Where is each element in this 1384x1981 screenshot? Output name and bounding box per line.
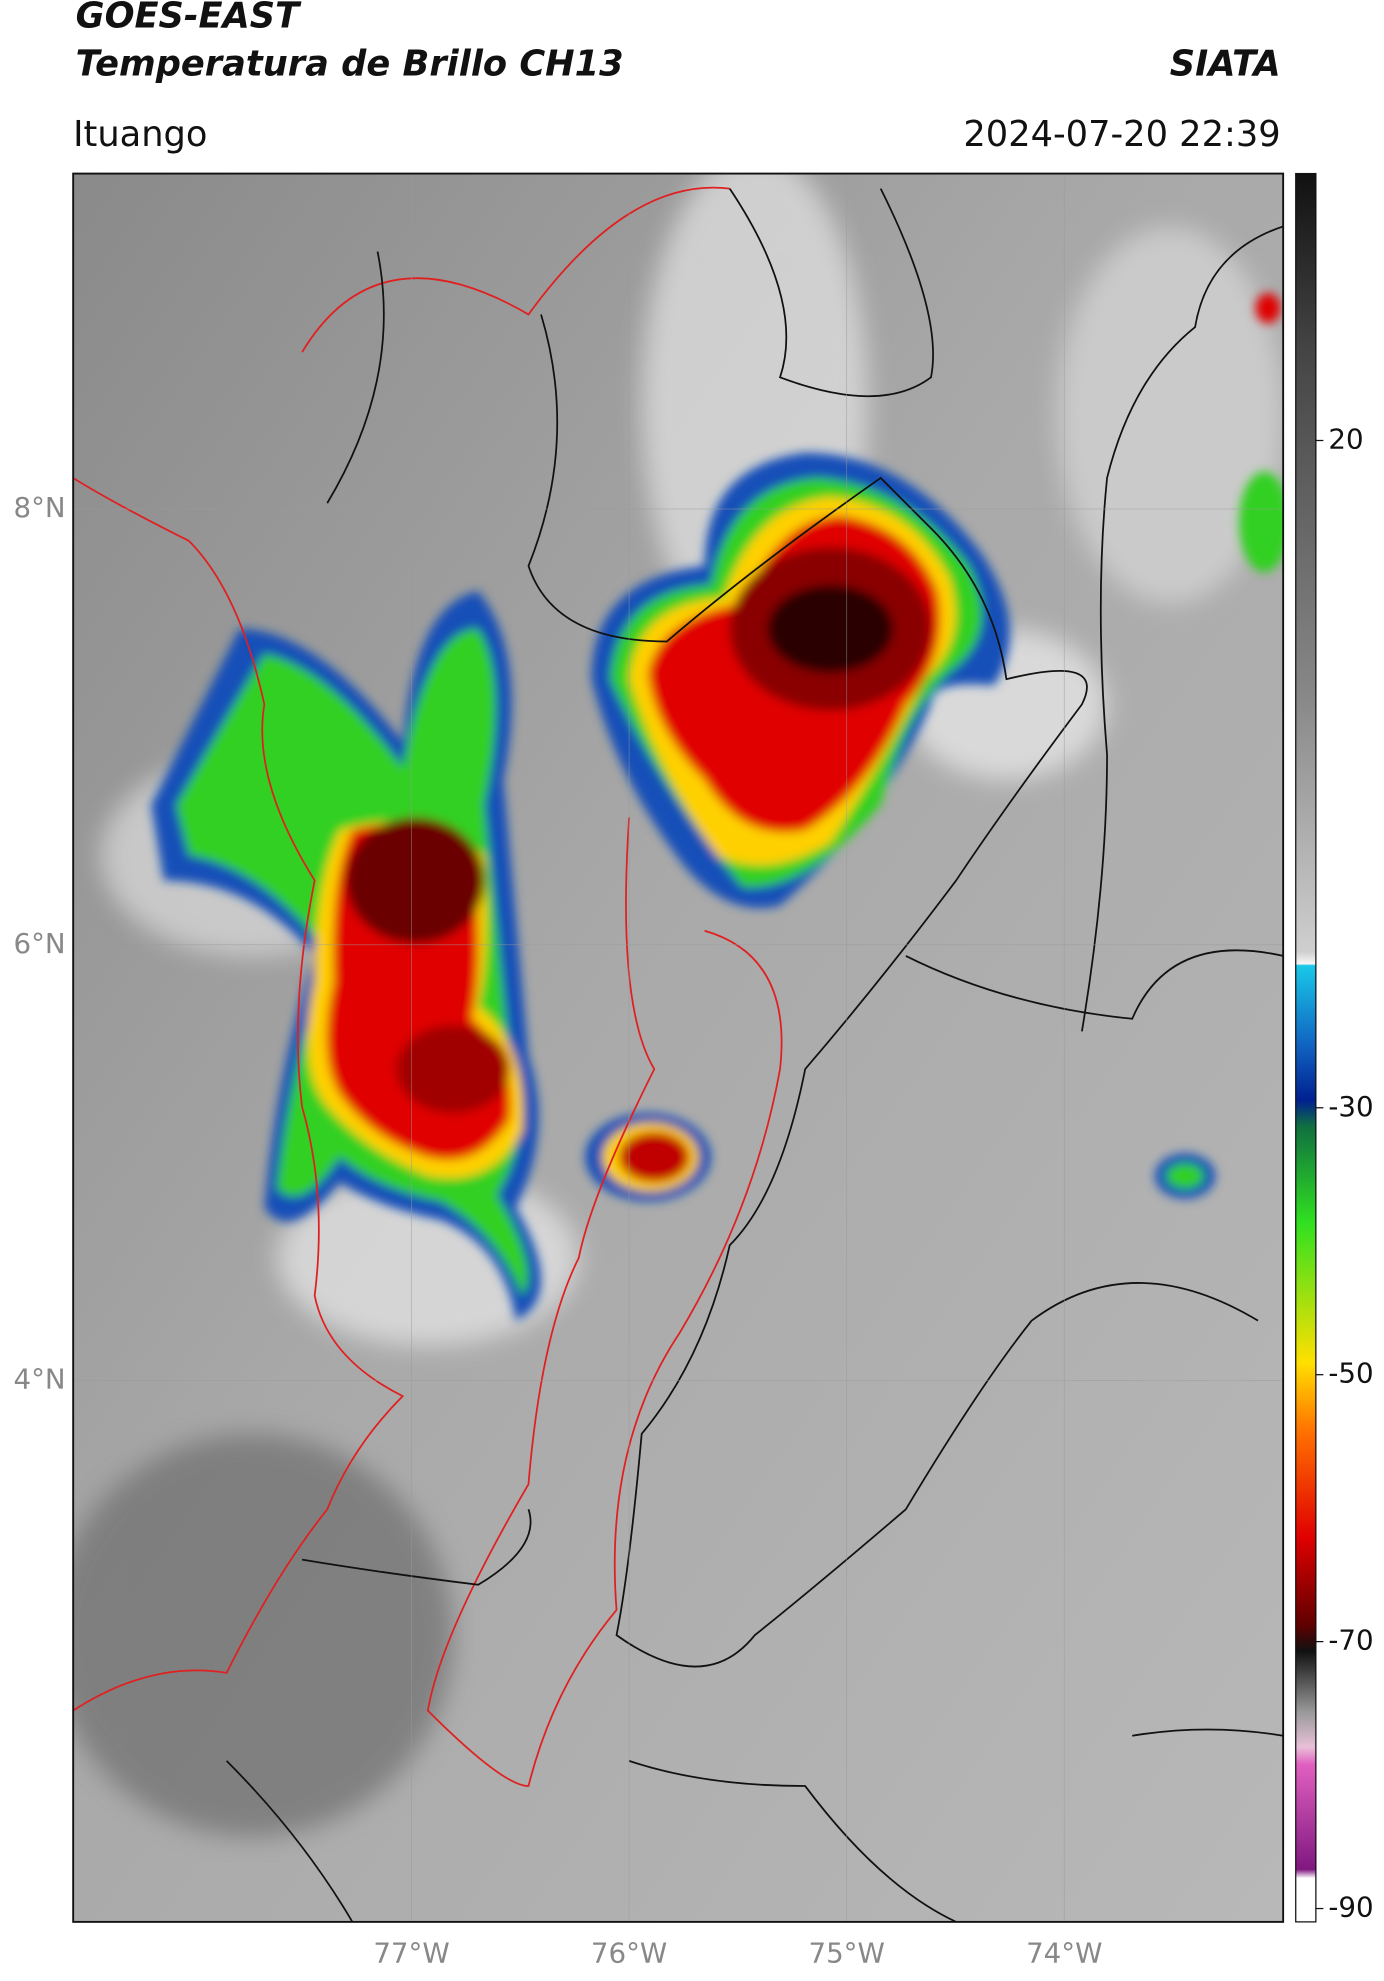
lon-tick-label: 77°W xyxy=(373,1937,449,1970)
title: GOES-EAST xyxy=(76,0,302,37)
lon-tick-label: 75°W xyxy=(808,1937,884,1970)
colorbar-tick-label: -30 xyxy=(1328,1090,1373,1123)
datetime: 2024-07-20 22:39 xyxy=(963,114,1280,155)
lat-tick-label: 8°N xyxy=(14,491,66,524)
lat-tick-label: 4°N xyxy=(14,1363,66,1396)
graticule xyxy=(73,173,1284,1922)
lon-tick-label: 76°W xyxy=(591,1937,667,1970)
location: Ituango xyxy=(73,114,207,155)
lon-tick-label: 74°W xyxy=(1026,1937,1102,1970)
map-frame xyxy=(72,172,1285,1923)
colorbar-tick-label: -50 xyxy=(1328,1357,1373,1390)
lat-tick-label: 6°N xyxy=(14,927,66,960)
colorbar xyxy=(1295,172,1317,1923)
colorbar-tick-label: 20 xyxy=(1328,422,1363,455)
satellite-image xyxy=(73,173,1284,1922)
colorbar-tick-label: -70 xyxy=(1328,1624,1373,1657)
borders xyxy=(73,186,1284,1922)
colorbar-tick-label: -90 xyxy=(1328,1891,1373,1924)
subtitle: Temperatura de Brillo CH13 xyxy=(76,43,624,84)
source: SIATA xyxy=(1170,43,1281,84)
